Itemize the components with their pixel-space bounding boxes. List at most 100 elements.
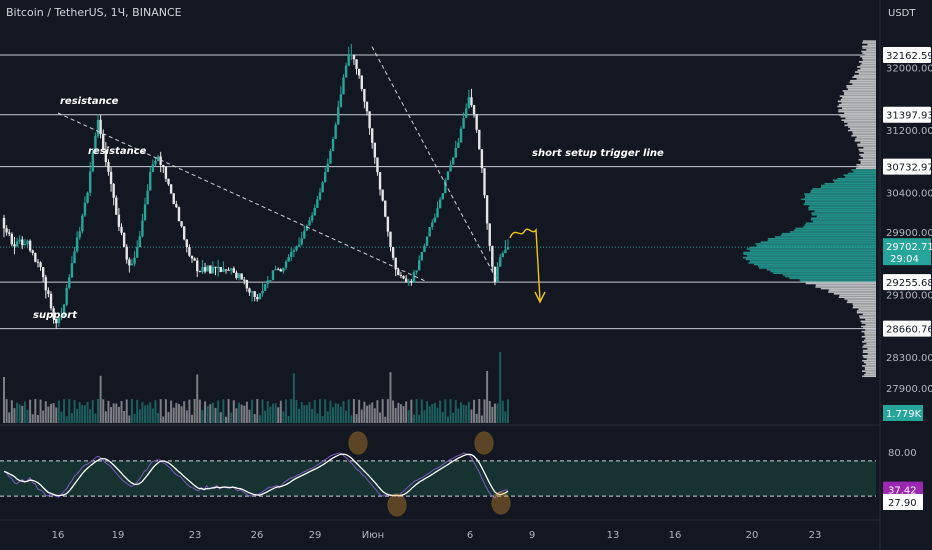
volume-bar [130,399,133,423]
volume-bar [381,399,384,423]
candle [384,200,387,217]
projection-arrow-head [534,291,546,304]
candle [248,288,251,293]
candle [159,156,162,165]
candle [149,172,152,191]
candle [107,161,110,172]
volume-bar [282,411,285,423]
volume-bar [151,408,154,423]
volume-bar [271,403,274,423]
volume-bar [251,399,254,423]
volume-bar [235,408,238,423]
candle [339,94,343,108]
candle [115,197,118,215]
candle [488,223,491,246]
candle [438,199,442,209]
current-price-label: 29702.71 [886,242,932,253]
candle [420,252,424,261]
candle [109,171,113,184]
volume-bar [277,407,280,423]
volume-bar [175,402,178,423]
volume-bar [60,411,63,423]
volume-bar [52,403,55,423]
rsi-lower-box [883,494,923,510]
volume-bar [436,407,439,423]
candle-countdown: 29:04 [890,254,919,265]
annotation-label: support [33,310,78,321]
volume-bar [201,410,204,423]
candle [122,232,126,247]
candle [94,136,97,153]
level-price-label: 28660.76 [886,325,932,336]
volume-bar [446,416,449,423]
volume-bar [133,413,136,423]
volume-bar [337,403,340,423]
volume-bar [136,399,139,423]
candle [290,251,293,257]
volume-bar [350,415,353,423]
rsi-marker [387,493,407,517]
volume-bar [110,407,113,423]
candle [478,129,481,150]
volume-bar [488,400,491,423]
volume-bar [334,403,337,423]
volume-bar [167,411,170,423]
volume-bar [70,413,73,423]
volume-bar [459,402,462,423]
candle [297,244,301,247]
candle [394,257,397,270]
candle [62,304,66,317]
candle [180,221,183,227]
volume-bar [397,402,400,423]
candle [211,266,215,274]
volume-bar [258,415,261,423]
volume-bar [204,401,207,423]
candle [295,246,298,251]
candle [496,266,499,283]
candle [441,193,444,200]
volume-bar [196,374,199,423]
volume-profile [742,40,876,378]
candle [138,236,141,248]
volume-bar [222,399,225,423]
candle [321,182,324,193]
volume-bar [261,399,264,423]
candle [300,238,303,245]
volume-bar [245,401,248,423]
volume-bar [138,409,141,423]
volume-bar [292,373,295,423]
volume-bar [39,399,42,423]
candle [143,204,147,221]
candle [162,164,165,167]
candle [386,216,390,232]
time-axis-label: 20 [746,530,759,541]
volume-bar [102,399,105,423]
volume-bar [285,399,288,423]
volume-bar [507,399,509,423]
candle [308,220,311,226]
volume-bars [3,352,509,423]
level-price-label: 32162.59 [886,51,932,62]
price-axis-label: 30400.00 [886,189,932,200]
volume-bar [21,405,24,423]
candle [169,184,173,194]
volume-bar [248,409,251,423]
volume-bar [164,399,167,423]
candle [480,149,484,169]
candle [60,316,63,318]
candle [81,215,84,232]
candle [269,280,272,282]
price-axis-label: 29100.00 [886,290,932,301]
candle [135,247,139,258]
volume-bar [423,410,426,423]
volume-bar [78,402,81,423]
candle [331,139,335,152]
volume-bar [326,411,329,423]
volume-bar [368,404,371,423]
volume-bar [305,405,308,423]
candle [130,263,134,266]
candle [128,259,131,266]
volume-bar [191,414,194,423]
candle [303,230,306,239]
